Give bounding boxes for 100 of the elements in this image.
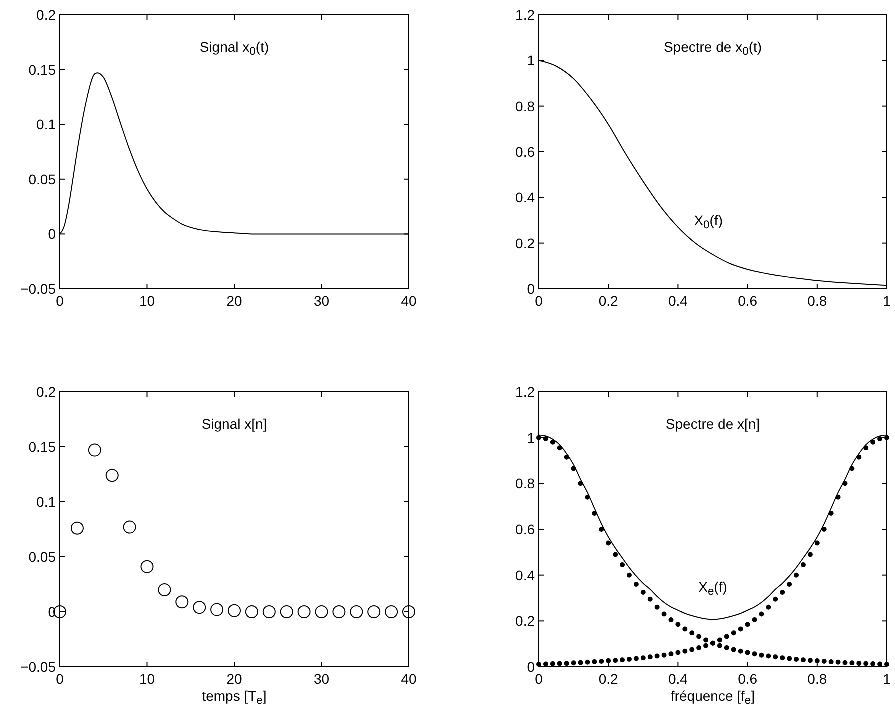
point [193, 601, 206, 614]
point [738, 648, 744, 654]
point [822, 659, 827, 664]
point [682, 626, 688, 632]
point [368, 606, 381, 618]
point [738, 626, 744, 632]
point [654, 604, 660, 610]
point [731, 630, 736, 636]
y-tick-label: 0.1 [36, 116, 56, 133]
point [543, 662, 548, 667]
point [245, 606, 258, 618]
x-tick-label: 0.4 [668, 293, 688, 309]
point [571, 660, 576, 666]
point [210, 603, 224, 616]
point [662, 612, 667, 617]
point [640, 656, 646, 661]
x-tick-label: 40 [401, 293, 417, 309]
point [800, 562, 806, 568]
point [814, 540, 820, 546]
point [773, 596, 778, 602]
y-tick-label: 0.2 [36, 384, 56, 400]
point [717, 638, 722, 643]
y-tick-label: 0.2 [516, 613, 536, 630]
y-tick-label: 1 [527, 52, 536, 69]
point [731, 647, 736, 652]
point [745, 622, 750, 628]
y-tick-label: 0.4 [516, 567, 536, 584]
y-tick-label: 0.2 [516, 235, 536, 252]
text: Spectre de x$_{0}$(t) [664, 39, 762, 58]
point [176, 596, 189, 609]
point [724, 645, 730, 650]
point [878, 436, 883, 442]
point [662, 652, 667, 658]
point [634, 582, 639, 587]
point [828, 510, 834, 516]
point [696, 634, 702, 640]
point [864, 446, 869, 451]
point [794, 656, 800, 662]
point [564, 661, 570, 666]
point [592, 510, 598, 516]
x-tick-label: 0.4 [668, 671, 688, 687]
point [606, 658, 612, 664]
point [836, 660, 841, 665]
y-tick-label: 0 [48, 226, 56, 242]
point [766, 654, 772, 659]
point [585, 660, 590, 665]
point [850, 660, 855, 666]
point [640, 590, 646, 596]
x-tick-label: 40 [401, 671, 417, 687]
point [814, 658, 820, 664]
y-tick-label: 0.05 [28, 549, 56, 565]
point [787, 582, 792, 587]
point [682, 648, 688, 654]
point [350, 606, 364, 618]
point [787, 656, 792, 662]
point [856, 661, 862, 666]
point [626, 572, 632, 578]
point [578, 481, 584, 486]
point [550, 662, 556, 667]
x-tick-label: 1 [883, 671, 892, 687]
point [543, 436, 548, 442]
point [842, 660, 848, 666]
point [557, 661, 562, 666]
point [878, 662, 883, 667]
point [613, 658, 618, 664]
y-tick-label: 1 [527, 430, 536, 446]
y-tick-label: 0.15 [28, 62, 56, 78]
point [870, 662, 876, 667]
point [620, 562, 626, 568]
y-tick-label: 0.05 [28, 171, 56, 188]
point [606, 540, 612, 546]
point [759, 652, 764, 658]
point [158, 584, 172, 596]
point [800, 658, 806, 663]
y-tick-label: 0.8 [516, 98, 536, 114]
point [794, 572, 800, 578]
y-tick-label: 0 [527, 659, 536, 675]
point [676, 622, 681, 628]
x-tick-label: 0.2 [598, 671, 619, 687]
point [780, 656, 786, 661]
text: Signal x[n] [202, 416, 268, 432]
point [704, 643, 709, 648]
point [620, 658, 626, 663]
point [613, 552, 618, 558]
point [828, 659, 834, 664]
point [648, 654, 653, 660]
x-axis-title: fréquence [f$_{e}$] [670, 688, 756, 708]
x-tick-label: 0.2 [598, 293, 619, 309]
point [298, 606, 311, 618]
x-tick-label: 0.6 [738, 293, 758, 309]
point [773, 654, 778, 660]
y-tick-label: 0 [527, 281, 536, 297]
point [599, 659, 604, 664]
y-tick-label: 0.8 [516, 476, 536, 492]
point [550, 440, 556, 445]
point [704, 638, 709, 643]
text: Spectre de x[n] [666, 416, 760, 432]
point [634, 656, 639, 662]
x-tick-label: 10 [139, 293, 156, 309]
point [315, 606, 328, 618]
